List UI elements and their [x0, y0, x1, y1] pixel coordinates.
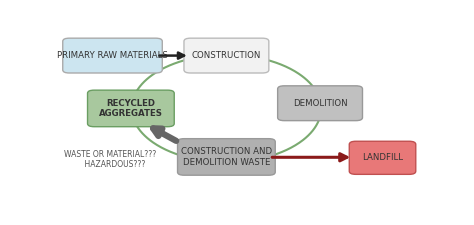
FancyBboxPatch shape — [178, 139, 275, 175]
FancyBboxPatch shape — [63, 38, 162, 73]
FancyBboxPatch shape — [349, 141, 416, 174]
Text: RECYCLED
AGGREGATES: RECYCLED AGGREGATES — [99, 99, 163, 118]
Text: WASTE OR MATERIAL???
    HAZARDOUS???: WASTE OR MATERIAL??? HAZARDOUS??? — [64, 150, 156, 169]
Text: PRIMARY RAW MATERIALS: PRIMARY RAW MATERIALS — [57, 51, 168, 60]
Text: DEMOLITION: DEMOLITION — [293, 99, 347, 108]
FancyBboxPatch shape — [278, 86, 363, 121]
FancyBboxPatch shape — [184, 38, 269, 73]
Text: LANDFILL: LANDFILL — [362, 153, 403, 162]
Text: CONSTRUCTION: CONSTRUCTION — [191, 51, 261, 60]
Text: CONSTRUCTION AND
DEMOLITION WASTE: CONSTRUCTION AND DEMOLITION WASTE — [181, 147, 272, 167]
FancyBboxPatch shape — [88, 90, 174, 127]
